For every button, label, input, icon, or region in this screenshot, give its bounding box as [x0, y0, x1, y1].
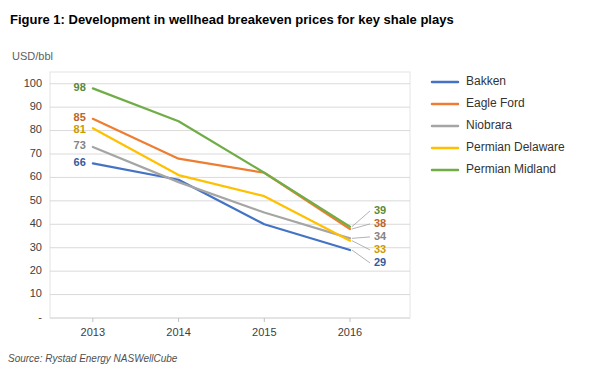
series-line	[93, 119, 350, 229]
series-line	[93, 88, 350, 226]
x-tick	[92, 318, 93, 322]
legend: Bakken Eagle Ford Niobrara Permian Delaware…	[432, 74, 565, 176]
label-connector	[352, 250, 370, 263]
grid-line	[50, 130, 410, 131]
y-tick-label: 10	[30, 287, 42, 299]
data-label: 39	[374, 204, 386, 216]
label-connector	[352, 224, 370, 229]
y-tick-label: 90	[30, 100, 42, 112]
legend-label: Permian Delaware	[466, 140, 565, 154]
x-tick	[264, 318, 265, 322]
legend-swatch	[432, 169, 458, 172]
series-line	[93, 163, 350, 250]
legend-label: Eagle Ford	[466, 96, 525, 110]
grid-line	[50, 177, 410, 178]
grid-line	[50, 107, 410, 108]
title: Figure 1: Development in wellhead breake…	[10, 12, 454, 27]
x-tick-label: 2013	[81, 326, 105, 338]
data-label: 33	[374, 243, 386, 255]
grid-line	[50, 318, 410, 319]
label-connector	[352, 211, 370, 227]
grid-line	[50, 83, 410, 84]
label-connector	[352, 237, 370, 238]
x-tick	[178, 318, 179, 322]
data-label: 98	[74, 81, 86, 93]
y-tick-label: 80	[30, 123, 42, 135]
grid-line	[50, 224, 410, 225]
y-tick-label: -	[38, 311, 42, 323]
label-connector	[352, 241, 370, 250]
data-label: 34	[374, 230, 387, 242]
legend-swatch	[432, 81, 458, 84]
y-tick-label: 30	[30, 241, 42, 253]
legend-swatch	[432, 125, 458, 128]
series-line	[93, 147, 350, 238]
data-label: 81	[74, 123, 86, 135]
grid-line	[50, 154, 410, 155]
data-label: 66	[74, 156, 86, 168]
y-tick-label: 20	[30, 264, 42, 276]
legend-label: Niobrara	[466, 118, 512, 132]
legend-label: Permian Midland	[466, 162, 556, 176]
y-tick-label: 50	[30, 194, 42, 206]
y-tick-label: 70	[30, 147, 42, 159]
source: Source: Rystad Energy NASWellCube	[8, 353, 178, 364]
data-label: 29	[374, 256, 386, 268]
data-label: 73	[74, 139, 86, 151]
data-label: 85	[74, 111, 86, 123]
x-tick-label: 2015	[252, 326, 276, 338]
grid-line	[50, 247, 410, 248]
chart: Figure 1: Development in wellhead breake…	[0, 0, 593, 370]
data-label: 38	[374, 217, 386, 229]
x-tick-label: 2016	[338, 326, 362, 338]
y-tick-label: 60	[30, 170, 42, 182]
grid-line	[50, 294, 410, 295]
y-axis-label: USD/bbl	[12, 50, 53, 62]
legend-swatch	[432, 103, 458, 106]
y-tick-label: 100	[24, 77, 42, 89]
series-line	[93, 128, 350, 240]
data-labels: 98 8581 73 66 3938343329	[74, 81, 388, 268]
x-tick	[350, 318, 351, 322]
plot-frame	[50, 72, 410, 318]
lines	[93, 88, 350, 250]
y-grid	[50, 84, 410, 318]
legend-label: Bakken	[466, 74, 506, 88]
grid-line	[50, 271, 410, 272]
legend-swatch	[432, 147, 458, 150]
x-tick-label: 2014	[166, 326, 190, 338]
y-tick-label: 40	[30, 217, 42, 229]
